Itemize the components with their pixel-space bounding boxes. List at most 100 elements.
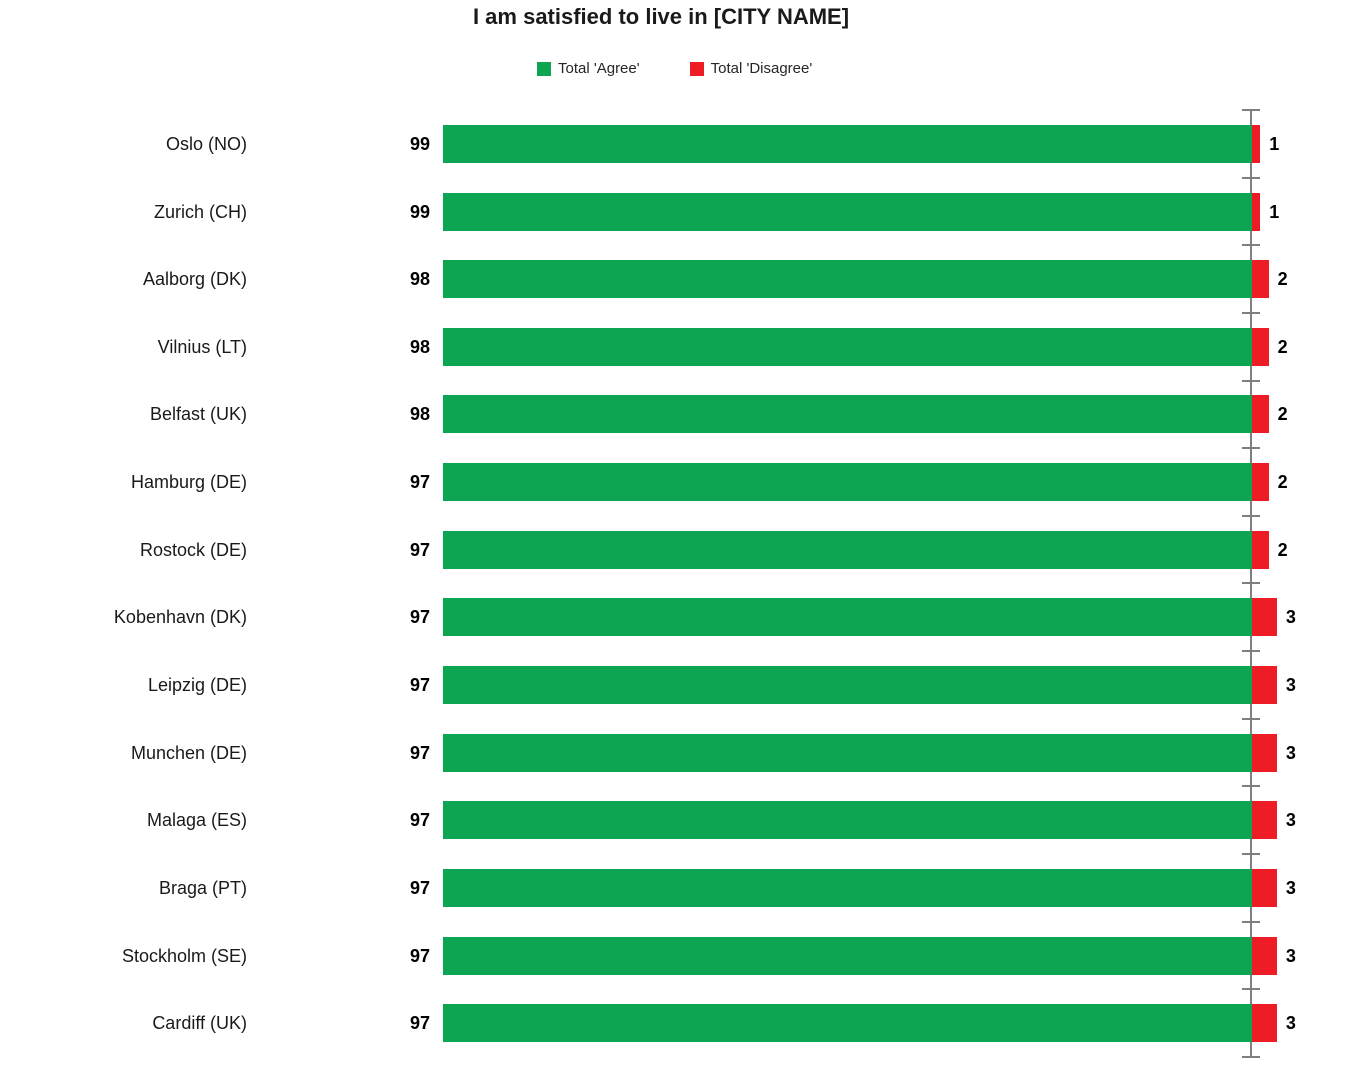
disagree-bar — [1252, 260, 1269, 299]
agree-value-label: 97 — [409, 810, 430, 831]
agree-value-label: 97 — [409, 539, 430, 560]
agree-bar — [443, 665, 1252, 704]
agree-value-label: 97 — [409, 945, 430, 966]
city-label: Aalborg (DK) — [142, 269, 247, 290]
axis-tick — [1242, 785, 1260, 788]
agree-bar — [443, 868, 1252, 907]
city-label: Munchen (DE) — [130, 742, 247, 763]
agree-value-label: 97 — [409, 877, 430, 898]
city-label: Hamburg (DE) — [130, 472, 247, 492]
disagree-value-label: 1 — [1269, 201, 1280, 222]
axis-tick — [1242, 988, 1260, 991]
disagree-bar — [1252, 665, 1277, 704]
agree-value-label: 97 — [409, 607, 430, 628]
disagree-value-label: 3 — [1285, 607, 1296, 628]
disagree-value-label: 3 — [1285, 945, 1296, 966]
axis-tick — [1242, 1055, 1260, 1058]
bar-row: Braga (PT) 97 3 — [0, 868, 1366, 907]
legend-label-agree: Total 'Agree' — [558, 60, 640, 77]
agree-value-label: 97 — [409, 742, 430, 763]
bar-row: Oslo (NO) 99 1 — [0, 124, 1366, 163]
bar-row: Cardiff (UK) 97 3 — [0, 1004, 1366, 1043]
agree-bar — [443, 124, 1252, 163]
disagree-value-label: 2 — [1277, 539, 1288, 560]
agree-value-label: 99 — [409, 133, 430, 154]
city-label: Belfast (UK) — [149, 404, 247, 425]
city-label: Zurich (CH) — [154, 201, 247, 222]
bar-row: Stockholm (SE) 97 3 — [0, 936, 1366, 975]
bar-row: Aalborg (DK) 98 2 — [0, 260, 1366, 299]
axis-tick — [1242, 447, 1260, 450]
agree-bar — [443, 530, 1252, 569]
bar-row: Vilnius (LT) 98 2 — [0, 327, 1366, 366]
agree-value-label: 98 — [409, 404, 430, 425]
agree-bar — [443, 936, 1252, 975]
legend-label-disagree: Total 'Disagree' — [710, 60, 813, 77]
axis-tick — [1242, 514, 1260, 517]
bar-row: Hamburg (DE) 97 2 — [0, 463, 1366, 501]
agree-value-label: 97 — [409, 1013, 430, 1034]
city-label: Braga (PT) — [158, 877, 247, 898]
disagree-bar — [1252, 733, 1277, 772]
axis-tick — [1242, 176, 1260, 179]
disagree-value-label: 3 — [1285, 1013, 1296, 1034]
disagree-bar — [1252, 463, 1269, 501]
agree-value-label: 97 — [409, 472, 430, 492]
disagree-value-label: 2 — [1277, 472, 1288, 492]
chart-title: I am satisfied to live in [CITY NAME] — [472, 4, 850, 29]
chart-legend: Total 'Agree' Total 'Disagree' — [537, 60, 812, 77]
city-label: Stockholm (SE) — [121, 945, 247, 966]
bar-row: Munchen (DE) 97 3 — [0, 733, 1366, 772]
axis-tick — [1242, 717, 1260, 720]
agree-bar — [443, 801, 1252, 840]
agree-bar — [443, 192, 1252, 231]
axis-tick — [1242, 379, 1260, 382]
agree-bar — [443, 463, 1252, 501]
disagree-bar — [1252, 801, 1277, 840]
disagree-bar — [1252, 530, 1269, 569]
city-label: Oslo (NO) — [166, 133, 247, 154]
axis-tick — [1242, 311, 1260, 314]
agree-value-label: 97 — [409, 674, 430, 695]
disagree-bar — [1252, 192, 1261, 231]
bar-row: Malaga (ES) 97 3 — [0, 801, 1366, 840]
city-label: Cardiff (UK) — [152, 1013, 247, 1034]
axis-tick — [1242, 244, 1260, 247]
disagree-value-label: 3 — [1285, 810, 1296, 831]
disagree-value-label: 3 — [1285, 742, 1296, 763]
disagree-bar — [1252, 598, 1277, 637]
agree-value-label: 98 — [409, 269, 430, 290]
disagree-bar — [1252, 327, 1269, 366]
bar-row: Belfast (UK) 98 2 — [0, 395, 1366, 434]
disagree-bar — [1252, 124, 1261, 163]
disagree-bar — [1252, 1004, 1277, 1043]
city-label: Leipzig (DE) — [147, 674, 247, 695]
legend-item-agree: Total 'Agree' — [537, 60, 640, 77]
agree-bar — [443, 327, 1252, 366]
bar-row: Rostock (DE) 97 2 — [0, 530, 1366, 569]
agree-bar — [443, 1004, 1252, 1043]
agree-swatch-icon — [537, 61, 551, 76]
axis-tick — [1242, 582, 1260, 585]
agree-bar — [443, 395, 1252, 434]
axis-tick — [1242, 109, 1260, 111]
bar-row: Zurich (CH) 99 1 — [0, 192, 1366, 231]
city-label: Kobenhavn (DK) — [113, 607, 247, 628]
axis-tick — [1242, 650, 1260, 653]
city-label: Rostock (DE) — [139, 539, 247, 560]
disagree-value-label: 1 — [1269, 133, 1280, 154]
disagree-value-label: 3 — [1285, 877, 1296, 898]
disagree-swatch-icon — [689, 61, 704, 76]
agree-bar — [443, 260, 1252, 299]
legend-item-disagree: Total 'Disagree' — [689, 60, 813, 77]
disagree-bar — [1252, 868, 1277, 907]
city-label: Vilnius (LT) — [157, 336, 247, 357]
agree-value-label: 99 — [409, 201, 430, 222]
city-label: Malaga (ES) — [146, 810, 247, 831]
axis-tick — [1242, 853, 1260, 856]
disagree-value-label: 2 — [1277, 404, 1288, 425]
agree-value-label: 98 — [409, 336, 430, 357]
disagree-bar — [1252, 395, 1269, 434]
axis-tick — [1242, 920, 1260, 923]
